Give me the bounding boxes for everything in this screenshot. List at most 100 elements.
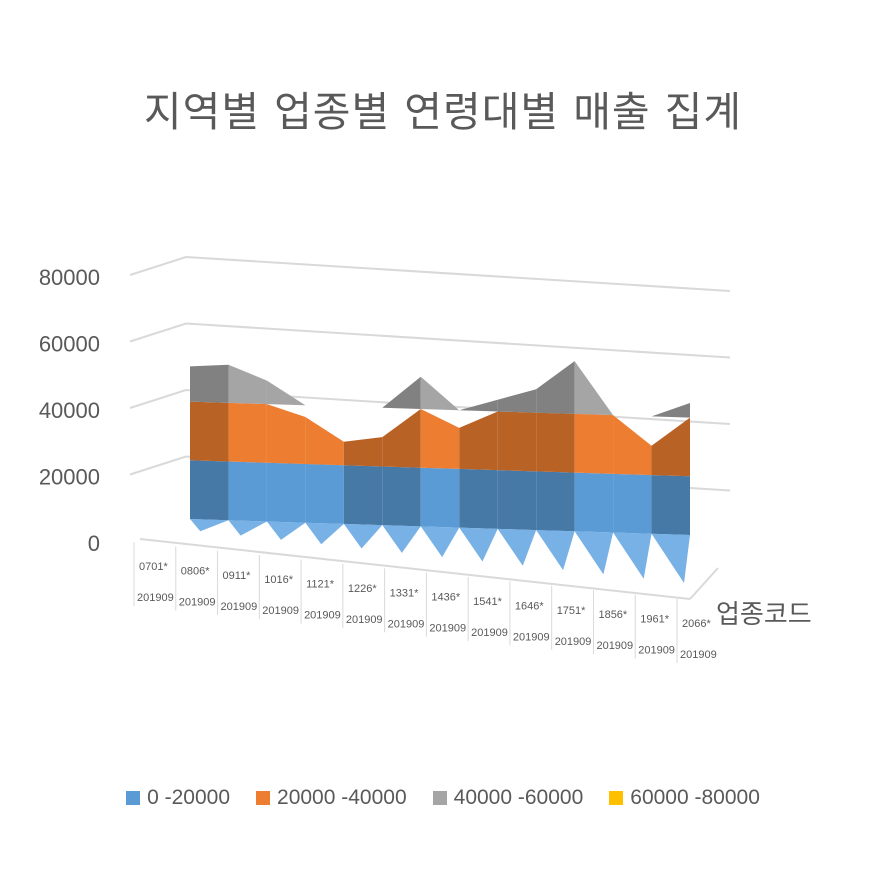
x-tick-period: 201909	[346, 614, 383, 626]
surface-floor-patch	[343, 523, 383, 549]
surface-patch	[651, 475, 690, 535]
legend-item: 60000 -80000	[609, 786, 760, 810]
surface-patch	[343, 437, 383, 467]
y-tick-label: 80000	[39, 265, 100, 290]
surface-patch	[382, 408, 421, 468]
surface-floor-patch	[305, 522, 344, 545]
surface-floor-patch	[420, 526, 460, 558]
x-axis-title: 업종코드	[716, 599, 812, 629]
y-tick-label: 40000	[39, 398, 100, 423]
surface-floor-patch	[382, 525, 421, 553]
surface-patch	[497, 389, 537, 413]
surface-patch	[651, 417, 690, 477]
surface-patch	[536, 361, 575, 414]
legend-label: 0 -20000	[147, 786, 231, 809]
x-tick-code: 0701*	[139, 561, 168, 573]
floor-edge	[139, 538, 691, 600]
surface-patch	[420, 467, 460, 528]
x-tick-code: 1751*	[557, 605, 586, 617]
x-tick-code: 1856*	[598, 609, 627, 621]
x-tick-period: 201909	[513, 631, 550, 643]
legend-item: 0 -20000	[126, 786, 230, 810]
surface-patch	[613, 473, 652, 534]
legend-swatch	[126, 791, 141, 805]
surface-patch	[536, 412, 575, 473]
x-tick-period: 201909	[137, 592, 174, 604]
surface-floor-patch	[574, 531, 614, 575]
x-tick-period: 201909	[429, 623, 466, 635]
x-tick-period: 201909	[596, 640, 633, 652]
surface-patch	[613, 415, 652, 476]
surface-patch	[420, 376, 460, 411]
chart-title: 지역별 업종별 연령대별 매출 집계	[143, 88, 743, 136]
x-axis: 0701* 201909 0806* 201909 0911* 201909 1016* 20…	[133, 542, 717, 663]
legend-label: 40000 -60000	[453, 786, 584, 809]
surface-patch	[497, 470, 537, 531]
x-tick-code: 1016*	[264, 574, 293, 586]
surface-patch	[459, 399, 498, 412]
surface-patch	[574, 413, 614, 474]
x-tick-period: 201909	[262, 605, 299, 617]
x-tick-code: 2066*	[682, 618, 711, 630]
legend-label: 60000 -80000	[630, 786, 760, 809]
legend-item: 40000 -60000	[432, 786, 584, 810]
x-tick-period: 201909	[388, 618, 425, 630]
surface-patch	[266, 380, 306, 406]
surface-patch	[420, 408, 460, 469]
surface-patch	[574, 361, 614, 416]
x-tick-code: 1226*	[348, 583, 377, 595]
surface-floor-patch	[613, 532, 652, 579]
surface-patch	[190, 401, 229, 462]
surface-patch	[459, 411, 498, 471]
y-axis: 80000 60000 40000 20000 0	[39, 265, 100, 556]
x-tick-code: 0911*	[223, 570, 252, 582]
surface-patch	[228, 364, 267, 405]
surface-patch	[228, 461, 267, 522]
x-tick-code: 1961*	[640, 614, 669, 626]
surface-floor-patch	[459, 527, 498, 562]
x-tick-code: 1121*	[306, 579, 335, 591]
surface-patch	[266, 404, 306, 464]
surface-patch	[190, 460, 229, 521]
legend-swatch	[609, 791, 624, 805]
surface-patch	[382, 376, 421, 409]
x-tick-period: 201909	[221, 601, 258, 613]
floor-axis	[139, 538, 719, 600]
legend: 0 -20000 20000 -40000 40000 -60000 60000 -8…	[0, 786, 886, 810]
legend-swatch	[256, 791, 271, 805]
x-tick-period: 201909	[638, 645, 675, 657]
surface-patch	[343, 465, 383, 526]
x-tick-period: 201909	[179, 596, 216, 608]
x-tick-period: 201909	[304, 610, 341, 622]
surface-floor-patch	[190, 519, 229, 532]
surface-patch	[382, 466, 421, 527]
legend-swatch	[432, 791, 447, 805]
x-tick-period: 201909	[555, 636, 592, 648]
x-tick-code: 1436*	[431, 592, 460, 604]
y-tick-label: 20000	[39, 465, 100, 490]
surface-patch	[228, 402, 267, 463]
x-tick-period: 201909	[680, 649, 717, 661]
x-tick-code: 1541*	[473, 596, 502, 608]
x-tick-code: 1331*	[390, 587, 419, 599]
x-tick-code: 1646*	[515, 600, 544, 612]
surface-floor-patch	[651, 533, 690, 583]
y-tick-label: 0	[88, 531, 100, 556]
surface	[190, 361, 690, 583]
surface-patch	[266, 462, 306, 523]
surface-patch	[190, 364, 229, 403]
surface-floor-patch	[266, 521, 306, 540]
surface-patch	[497, 411, 537, 472]
surface-patch	[305, 463, 344, 524]
surface-patch	[536, 471, 575, 532]
x-tick-code: 0806*	[181, 565, 210, 577]
legend-item: 20000 -40000	[256, 786, 407, 810]
surface-patch	[305, 417, 344, 466]
legend-label: 20000 -40000	[277, 786, 407, 809]
gridline	[129, 255, 731, 292]
surface-floor-patch	[228, 520, 267, 536]
x-tick-period: 201909	[471, 627, 508, 639]
surface-patch	[459, 468, 498, 529]
floor-edge-side	[689, 567, 719, 600]
